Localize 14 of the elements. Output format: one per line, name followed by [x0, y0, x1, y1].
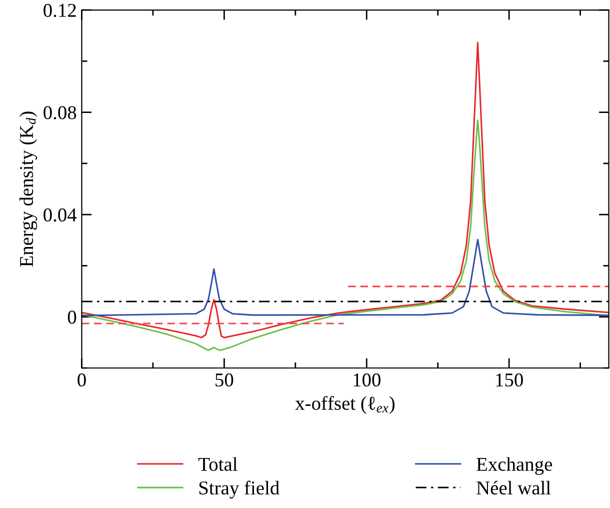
legend-label: Stray field	[199, 480, 280, 499]
legend-label: Néel wall	[476, 480, 551, 495]
y-tick-label: 0.04	[44, 208, 77, 222]
legend-label: Total	[198, 457, 238, 471]
x-tick-label: 50	[216, 373, 234, 387]
x-axis-title: x-offset (ℓ$_{ex}$)	[295, 396, 395, 414]
legend-label: Exchange	[476, 457, 552, 475]
x-tick-label: 150	[496, 373, 523, 387]
y-axis-title: Energy density (K$_{d}$)	[19, 112, 38, 267]
y-tick-label: 0.08	[44, 106, 76, 120]
y-tick-label: 0.12	[44, 4, 76, 18]
x-tick-label: 100	[354, 373, 380, 387]
x-tick-label: 0	[78, 373, 86, 387]
y-tick-label: 0	[68, 310, 76, 324]
